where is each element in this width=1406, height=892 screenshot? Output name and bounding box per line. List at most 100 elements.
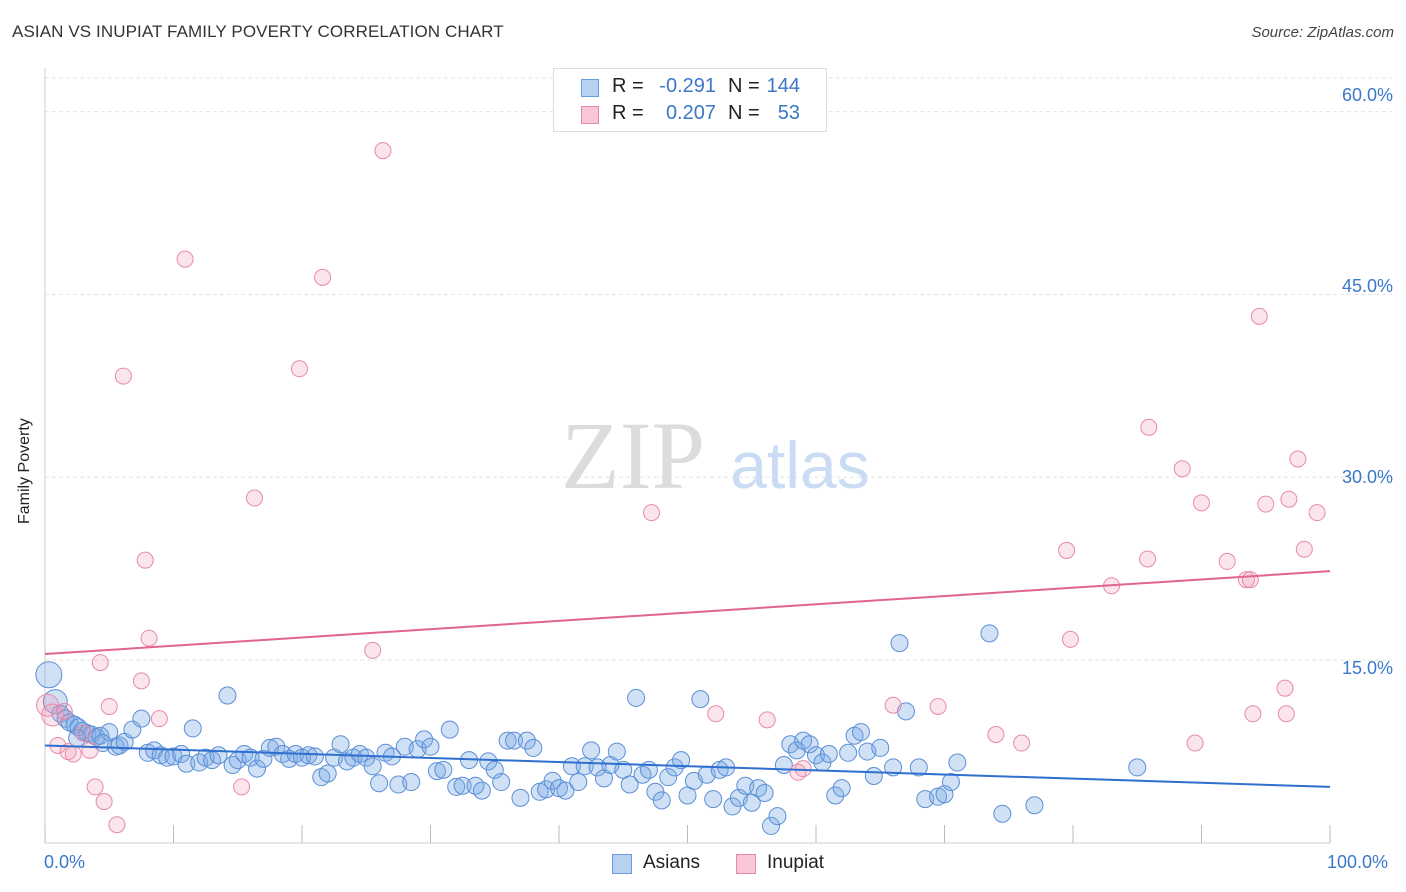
inupiat-point: [114, 367, 132, 385]
asian-point: [505, 731, 524, 750]
inupiat-point: [75, 724, 93, 742]
series-label-inupiat: Inupiat: [767, 852, 825, 873]
inupiat-point: [290, 360, 308, 378]
asian-point: [607, 742, 626, 761]
axes: [44, 68, 1331, 844]
asian-point: [659, 768, 678, 787]
y-axis-label: Family Poverty: [16, 418, 33, 524]
inupiat-point: [987, 726, 1005, 744]
asian-point: [440, 720, 459, 739]
inupiat-point: [364, 641, 382, 659]
watermark: ZIP atlas: [561, 402, 870, 509]
watermark-atlas: atlas: [730, 428, 869, 502]
asian-point: [511, 788, 530, 807]
asian-point: [884, 758, 903, 777]
asian-point: [415, 730, 434, 749]
correlation-legend: R = -0.291 N = 144 R = 0.207 N = 53: [553, 68, 827, 132]
asian-point: [363, 757, 382, 776]
inupiat-point: [929, 697, 947, 715]
inupiat-point: [1250, 307, 1268, 325]
inupiat-point: [1308, 504, 1326, 522]
asian-point: [620, 775, 639, 794]
inupiat-point: [132, 672, 150, 690]
inupiat-point: [707, 705, 725, 723]
inupiat-point: [643, 504, 661, 522]
asian-point: [665, 758, 684, 777]
asian-point: [241, 748, 260, 767]
asian-point: [370, 774, 389, 793]
inupiat-point: [55, 702, 73, 720]
chart-title: ASIAN VS INUPIAT FAMILY POVERTY CORRELAT…: [12, 22, 504, 41]
inupiat-point: [1244, 705, 1262, 723]
asian-point: [556, 781, 575, 800]
asian-point: [254, 749, 273, 768]
series-swatch-inupiat: [736, 854, 756, 874]
asian-point: [896, 702, 915, 721]
asian-point: [762, 816, 781, 835]
watermark-zip: ZIP: [561, 402, 705, 509]
inupiat-point: [1276, 679, 1294, 697]
asian-point: [492, 773, 511, 792]
inupiat-point: [374, 142, 392, 160]
x-tick-label-min: 0.0%: [44, 852, 86, 872]
asian-point: [768, 807, 787, 826]
asian-point: [318, 764, 337, 783]
asian-point: [569, 773, 588, 792]
inupiat-point: [1257, 495, 1275, 513]
asian-point: [35, 661, 63, 689]
asian-point: [948, 753, 967, 772]
inupiat-points: [36, 142, 1326, 834]
asian-point: [209, 746, 228, 765]
inupiat-point: [1277, 705, 1295, 723]
asian-point: [755, 784, 774, 803]
asian-point: [864, 766, 883, 785]
asian-point: [91, 726, 110, 745]
inupiat-point: [91, 654, 109, 672]
inupiat-point: [1218, 552, 1236, 570]
inupiat-point: [1295, 540, 1313, 558]
inupiat-point: [176, 250, 194, 268]
legend-row-inupiat: R = 0.207 N = 53: [554, 100, 826, 128]
legend-n-label: N =: [728, 75, 760, 97]
inupiat-point: [245, 489, 263, 507]
asian-point: [331, 735, 350, 754]
asian-point: [851, 723, 870, 742]
asian-point: [402, 773, 421, 792]
asian-point: [183, 719, 202, 738]
asian-point: [807, 746, 825, 765]
asian-point: [218, 686, 237, 705]
asian-point: [543, 771, 562, 790]
inupiat-point: [1058, 541, 1076, 559]
asian-point: [871, 738, 890, 757]
asian-point: [267, 737, 286, 756]
y-tick-label: 60.0%: [1341, 85, 1393, 105]
asian-point: [691, 690, 710, 709]
inupiat-trend-line: [44, 570, 1331, 656]
asian-point: [434, 760, 453, 779]
asian-point: [248, 759, 267, 778]
asian-point: [890, 634, 909, 653]
inupiat-point: [140, 629, 158, 647]
asian-point: [427, 762, 446, 781]
y-tick-label: 15.0%: [1341, 658, 1393, 678]
inupiat-point: [136, 551, 154, 569]
legend-swatch-inupiat: [581, 106, 599, 124]
source-label: Source: ZipAtlas.com: [1251, 24, 1394, 41]
legend-row-asians: R = -0.291 N = 144: [554, 73, 826, 101]
asian-point: [453, 776, 472, 795]
series-swatch-asians: [612, 854, 632, 874]
asian-point: [517, 731, 536, 750]
asian-point: [582, 741, 601, 760]
inupiat-point: [1139, 550, 1157, 568]
inupiat-point: [41, 703, 65, 727]
asian-point: [832, 779, 851, 798]
y-axis-label-wrap: Family Poverty: [16, 418, 36, 664]
y-tick-label: 30.0%: [1341, 467, 1393, 487]
asian-point: [421, 737, 440, 756]
asian-point: [826, 786, 845, 805]
asian-point: [652, 791, 671, 810]
inupiat-point: [86, 778, 104, 796]
inupiat-point: [64, 745, 82, 763]
trend-lines: [44, 570, 1331, 788]
